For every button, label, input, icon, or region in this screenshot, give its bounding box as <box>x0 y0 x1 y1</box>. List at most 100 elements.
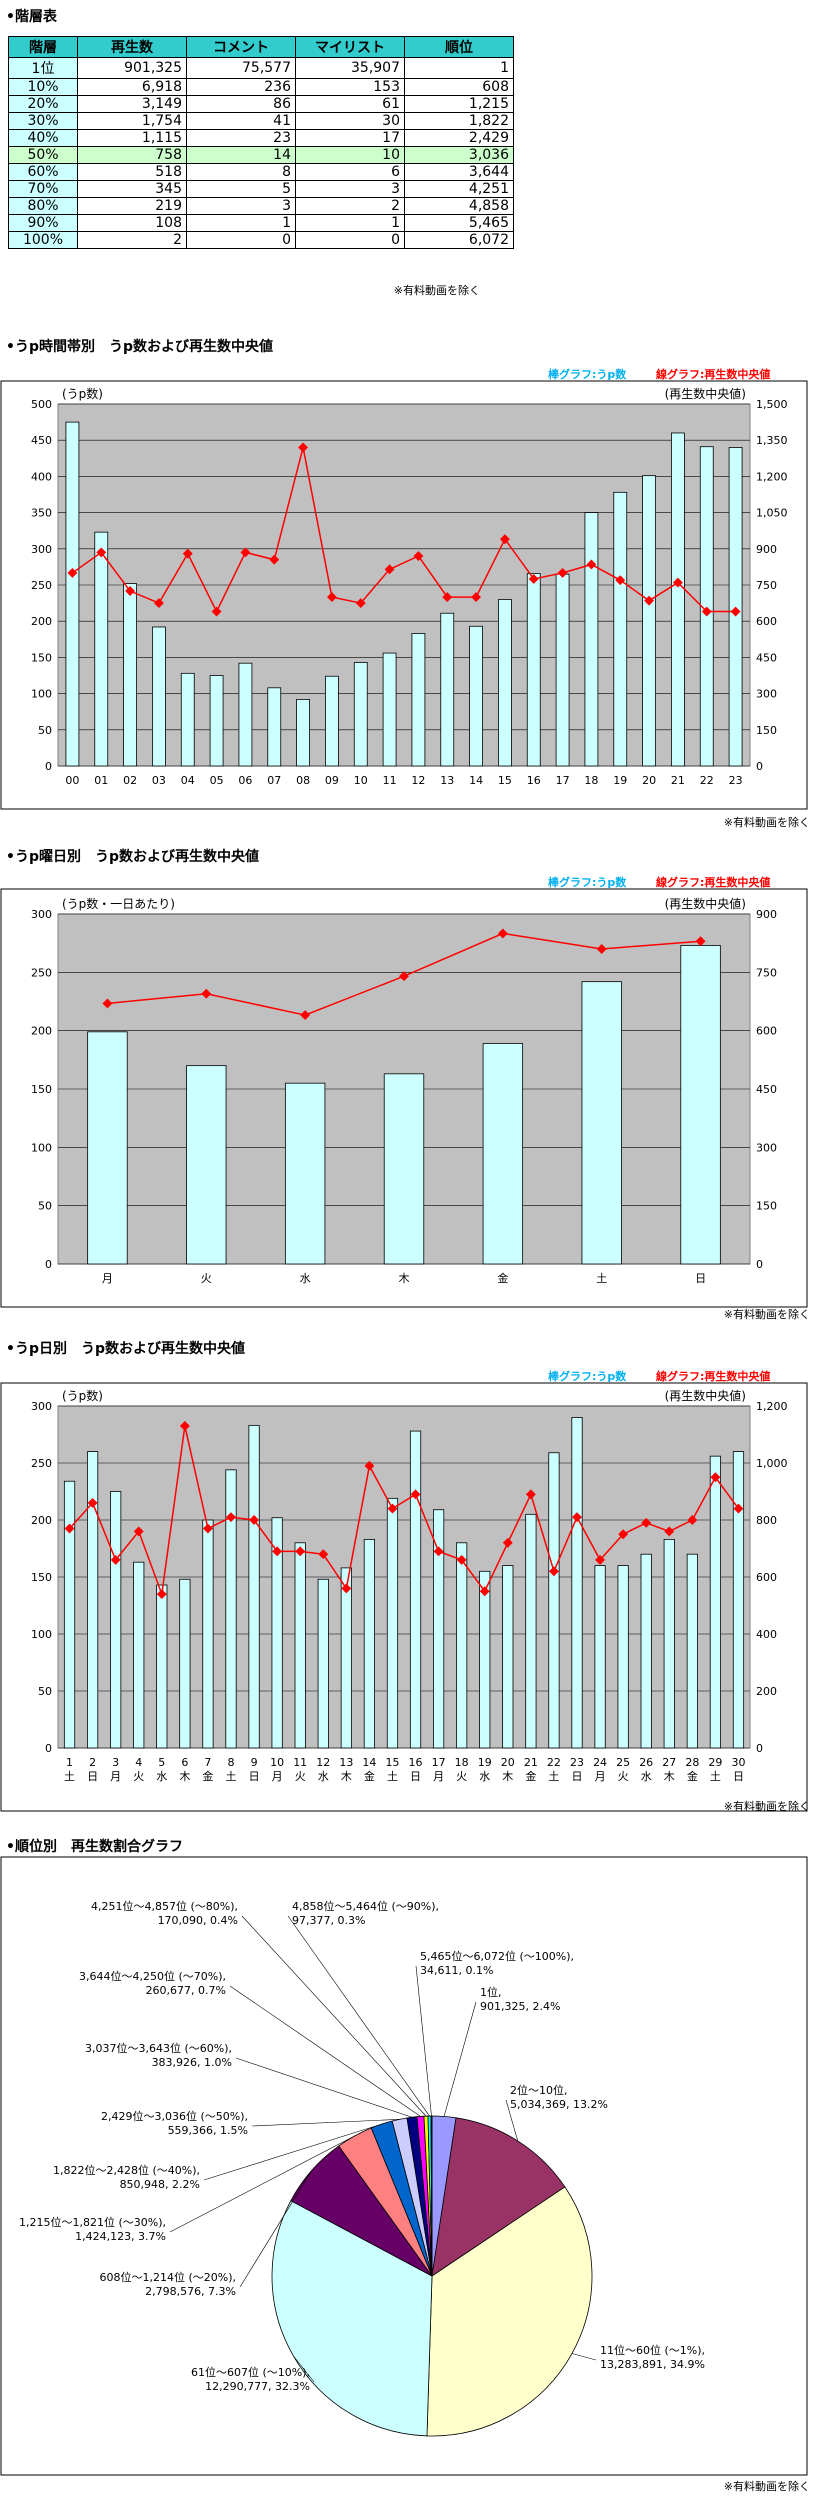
x-weekday-label: 土 <box>710 1770 721 1783</box>
x-tick-label: 16 <box>409 1756 423 1769</box>
bar <box>267 687 282 767</box>
tier-cell: 8 <box>186 163 296 181</box>
tier-cell: 10 <box>295 146 405 164</box>
line-point <box>730 606 741 617</box>
y2-tick-label: 1,200 <box>756 1400 788 1413</box>
y2-tick-label: 300 <box>756 688 777 701</box>
line-point <box>644 595 655 606</box>
bar <box>581 981 622 1265</box>
daily-chart-title: •うp日別 うp数および再生数中央値 <box>6 1341 245 1357</box>
line-point <box>586 559 597 570</box>
x-tick-label: 03 <box>152 774 166 787</box>
tier-cell: 108 <box>77 214 187 232</box>
tier-cell: 153 <box>295 78 405 96</box>
tier-cell: 14 <box>186 146 296 164</box>
tier-cell: 219 <box>77 197 187 215</box>
x-tick-label: 水 <box>300 1272 311 1285</box>
x-weekday-label: 月 <box>110 1770 121 1783</box>
x-tick-label: 21 <box>671 774 685 787</box>
line-point <box>695 936 706 947</box>
x-tick-label: 9 <box>251 1756 258 1769</box>
x-weekday-label: 月 <box>272 1770 283 1783</box>
bar <box>179 1578 191 1749</box>
weekday-legend: 棒グラフ:うp数 線グラフ:再生数中央値 <box>548 874 770 890</box>
x-tick-label: 27 <box>662 1756 676 1769</box>
x-weekday-label: 金 <box>687 1769 698 1783</box>
x-tick-label: 18 <box>455 1756 469 1769</box>
tier-header-cell: コメント <box>186 36 296 58</box>
tier-header-cell: 階層 <box>8 36 78 58</box>
leader-line <box>241 1915 427 2117</box>
x-tick-label: 12 <box>411 774 425 787</box>
tier-table: 階層 再生数 コメント マイリスト 順位 1位 901,325 75,577 35,907 1 1… <box>8 36 514 249</box>
line-point <box>211 606 222 617</box>
x-weekday-label: 金 <box>525 1769 536 1783</box>
y2-tick-label: 600 <box>756 615 777 628</box>
tier-cell: 0 <box>295 231 405 249</box>
bar <box>271 1517 283 1749</box>
slice-label: 2位〜10位, <box>510 2083 568 2097</box>
y2-tick-label: 150 <box>756 724 777 737</box>
bar <box>63 1480 76 1749</box>
slice-label: 383,926, 1.0% <box>152 2056 232 2069</box>
bar <box>732 1451 745 1749</box>
leader-line <box>293 2355 315 2383</box>
line-point <box>615 575 626 586</box>
slice-label: 97,377, 0.3% <box>292 1914 365 1927</box>
x-tick-label: 10 <box>354 774 368 787</box>
tier-cell: 6,918 <box>77 78 187 96</box>
x-tick-label: 18 <box>584 774 598 787</box>
y2-tick-label: 1,200 <box>756 470 788 483</box>
x-tick-label: 24 <box>593 1756 607 1769</box>
y-tick-label: 200 <box>31 1514 52 1527</box>
tier-cell: 30% <box>8 112 78 130</box>
tier-header-cell: 再生数 <box>77 36 187 58</box>
x-weekday-label: 火 <box>295 1770 306 1783</box>
tier-cell: 2 <box>295 197 405 215</box>
daily-note: ※有料動画を除く <box>723 1800 810 1813</box>
bar <box>87 1451 99 1749</box>
x-tick-label: 30 <box>731 1756 745 1769</box>
x-tick-label: 28 <box>685 1756 699 1769</box>
x-tick-label: 5 <box>158 1756 165 1769</box>
y2-tick-label: 1,050 <box>756 507 788 520</box>
slice-label: 13,283,891, 34.9% <box>600 2358 705 2371</box>
x-tick-label: 22 <box>547 1756 561 1769</box>
slice-label: 1,822位〜2,428位 (〜40%), <box>53 2163 200 2177</box>
x-tick-label: 日 <box>695 1272 706 1285</box>
y-tick-label: 450 <box>31 434 52 447</box>
y2-tick-label: 1,000 <box>756 1457 788 1470</box>
y2-tick-label: 0 <box>756 1258 763 1271</box>
pie-note: ※有料動画を除く <box>723 2480 810 2493</box>
bar <box>225 1469 237 1749</box>
tier-cell: 70% <box>8 180 78 198</box>
tier-cell: 236 <box>186 78 296 96</box>
x-tick-label: 10 <box>270 1756 284 1769</box>
y-axis-label: (うp数・一日あたり) <box>62 896 175 911</box>
tier-cell: 901,325 <box>77 57 187 79</box>
x-weekday-label: 土 <box>226 1770 237 1783</box>
y-tick-label: 0 <box>45 760 52 773</box>
y-tick-label: 350 <box>31 507 52 520</box>
tier-cell: 758 <box>77 146 187 164</box>
bar <box>680 945 721 1265</box>
line-point <box>153 598 164 609</box>
y-tick-label: 400 <box>31 470 52 483</box>
tier-cell: 6 <box>295 163 405 181</box>
x-tick-label: 11 <box>383 774 397 787</box>
line-point <box>479 1586 490 1597</box>
bar <box>186 1065 227 1265</box>
tier-cell: 1,215 <box>404 95 514 113</box>
x-tick-label: 00 <box>65 774 79 787</box>
tier-row: 60% 518 8 6 3,644 <box>8 163 514 181</box>
bar <box>686 1553 698 1749</box>
x-weekday-label: 水 <box>318 1770 329 1783</box>
daily-legend: 棒グラフ:うp数 線グラフ:再生数中央値 <box>548 1368 770 1384</box>
bar <box>110 1491 122 1749</box>
legend-bar-label: 棒グラフ:うp数 <box>548 368 627 381</box>
slice-label: 2,798,576, 7.3% <box>145 2285 236 2298</box>
tier-cell: 10% <box>8 78 78 96</box>
bar <box>284 1082 326 1265</box>
bar <box>479 1570 491 1749</box>
